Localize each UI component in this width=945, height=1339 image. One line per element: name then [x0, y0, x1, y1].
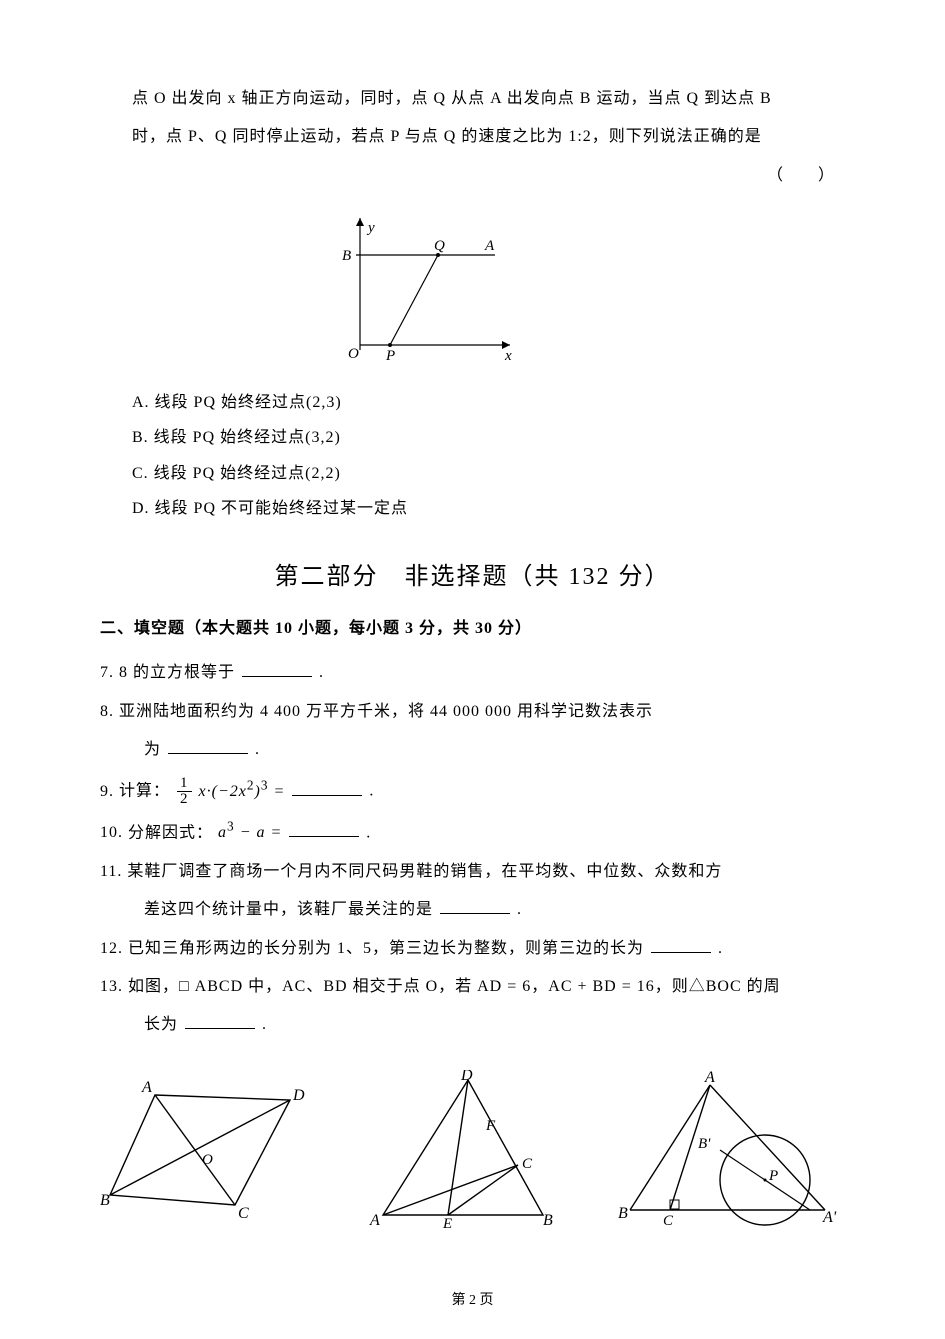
- fig1-D: D: [292, 1087, 305, 1104]
- fig1-A: A: [141, 1079, 152, 1096]
- q13-cont: 长为 .: [100, 1006, 845, 1044]
- fig1-O: O: [202, 1152, 213, 1168]
- label-P: P: [385, 348, 395, 364]
- fig3-Bp: B': [698, 1136, 711, 1152]
- q10-text-a: 分解因式：: [128, 824, 213, 841]
- q6-option-b: B. 线段 PQ 始终经过点(3,2): [132, 420, 845, 455]
- q10: 10. 分解因式： a3 − a = .: [100, 811, 845, 853]
- q13-blank: [185, 1013, 255, 1029]
- fig1-C: C: [238, 1205, 249, 1220]
- q10-num: 10.: [100, 814, 123, 852]
- figures-row: A D B C O D A B E C F: [100, 1070, 845, 1235]
- q10-text-b: .: [366, 824, 371, 841]
- q11-cont: 差这四个统计量中，该鞋厂最关注的是 .: [100, 891, 845, 929]
- q10-expr: a3 − a =: [218, 824, 282, 841]
- section2-sub: 二、填空题（本大题共 10 小题，每小题 3 分，共 30 分）: [100, 611, 845, 646]
- answer-paren: （ ）: [767, 157, 835, 195]
- fig2: D A B E C F: [358, 1070, 568, 1235]
- q13-text-b: 长为: [144, 1016, 178, 1033]
- fig2-A: A: [369, 1212, 380, 1229]
- q8-cont: 为 .: [100, 731, 845, 769]
- q8-text-a: 亚洲陆地面积约为 4 400 万平方千米，将 44 000 000 用科学记数法…: [119, 703, 653, 720]
- q12-text-a: 已知三角形两边的长分别为 1、5，第三边长为整数，则第三边的长为: [128, 940, 644, 957]
- q9-blank: [292, 780, 362, 796]
- q11-text-b: 差这四个统计量中，该鞋厂最关注的是: [144, 901, 433, 918]
- q6-option-a: A. 线段 PQ 始终经过点(2,3): [132, 385, 845, 420]
- page-footer: 第 2 页: [0, 1289, 945, 1309]
- fig1-B: B: [100, 1192, 110, 1209]
- q10-blank: [289, 821, 359, 837]
- q11-num: 11.: [100, 853, 122, 891]
- q9-text-a: 计算：: [119, 783, 170, 800]
- label-A: A: [484, 238, 495, 254]
- q7-text-a: 8 的立方根等于: [119, 664, 235, 681]
- q8-blank: [168, 738, 248, 754]
- q8-num: 8.: [100, 693, 114, 731]
- fraction-half: 12: [177, 776, 192, 809]
- q12: 12. 已知三角形两边的长分别为 1、5，第三边长为整数，则第三边的长为 .: [100, 930, 845, 968]
- fig2-C: C: [522, 1156, 533, 1172]
- q6-option-c: C. 线段 PQ 始终经过点(2,2): [132, 456, 845, 491]
- q13: 13. 如图，□ ABCD 中，AC、BD 相交于点 O，若 AD = 6，AC…: [100, 968, 845, 1006]
- fig3-P: P: [768, 1168, 778, 1184]
- q7-blank: [242, 661, 312, 677]
- fig3-A: A: [704, 1070, 715, 1086]
- label-y: y: [366, 220, 375, 236]
- q6-stem-line1: 点 O 出发向 x 轴正方向运动，同时，点 Q 从点 A 出发向点 B 运动，当…: [100, 80, 845, 118]
- label-Q: Q: [434, 238, 445, 254]
- q12-blank: [651, 937, 711, 953]
- fig2-B: B: [543, 1212, 553, 1229]
- q11-text-c: .: [517, 901, 522, 918]
- fig2-D: D: [460, 1070, 473, 1084]
- fig3-C: C: [663, 1213, 674, 1229]
- section2-title: 第二部分 非选择题（共 132 分）: [100, 556, 845, 591]
- q13-text-a: 如图，□ ABCD 中，AC、BD 相交于点 O，若 AD = 6，AC + B…: [128, 978, 781, 995]
- q7-num: 7.: [100, 654, 114, 692]
- fig2-F: F: [485, 1118, 496, 1134]
- q12-text-b: .: [718, 940, 723, 957]
- q7: 7. 8 的立方根等于 .: [100, 654, 845, 692]
- coord-graph: y x O P B Q A: [320, 210, 520, 365]
- q13-num: 13.: [100, 968, 123, 1006]
- q12-num: 12.: [100, 930, 123, 968]
- q6-options: A. 线段 PQ 始终经过点(2,3) B. 线段 PQ 始终经过点(3,2) …: [132, 385, 845, 526]
- q9: 9. 计算： 12 x·(−2x2)3 = .: [100, 769, 845, 811]
- q9-tail: .: [369, 783, 374, 800]
- q6-option-d: D. 线段 PQ 不可能始终经过某一定点: [132, 491, 845, 526]
- q8: 8. 亚洲陆地面积约为 4 400 万平方千米，将 44 000 000 用科学…: [100, 693, 845, 731]
- fig3: A B C B' P A': [615, 1070, 845, 1235]
- q11-text-a: 某鞋厂调查了商场一个月内不同尺码男鞋的销售，在平均数、中位数、众数和方: [127, 863, 722, 880]
- q9-num: 9.: [100, 773, 114, 811]
- label-x: x: [504, 348, 512, 364]
- fig2-E: E: [442, 1216, 452, 1230]
- q11-blank: [440, 898, 510, 914]
- q8-text-c: .: [255, 741, 260, 758]
- label-B: B: [342, 248, 351, 264]
- fig3-Ap: A': [822, 1209, 837, 1226]
- label-O: O: [348, 346, 359, 362]
- page-content: 点 O 出发向 x 轴正方向运动，同时，点 Q 从点 A 出发向点 B 运动，当…: [100, 80, 845, 1235]
- q7-text-b: .: [319, 664, 324, 681]
- q11: 11. 某鞋厂调查了商场一个月内不同尺码男鞋的销售，在平均数、中位数、众数和方: [100, 853, 845, 891]
- fig1: A D B C O: [100, 1070, 310, 1235]
- fig3-B: B: [618, 1205, 628, 1222]
- q9-expr: x·(−2x2)3 =: [199, 783, 286, 800]
- q8-text-b: 为: [144, 741, 161, 758]
- q13-text-c: .: [262, 1016, 267, 1033]
- q6-figure: y x O P B Q A: [320, 210, 845, 370]
- q6-stem-line2: 时，点 P、Q 同时停止运动，若点 P 与点 Q 的速度之比为 1:2，则下列说…: [100, 118, 845, 156]
